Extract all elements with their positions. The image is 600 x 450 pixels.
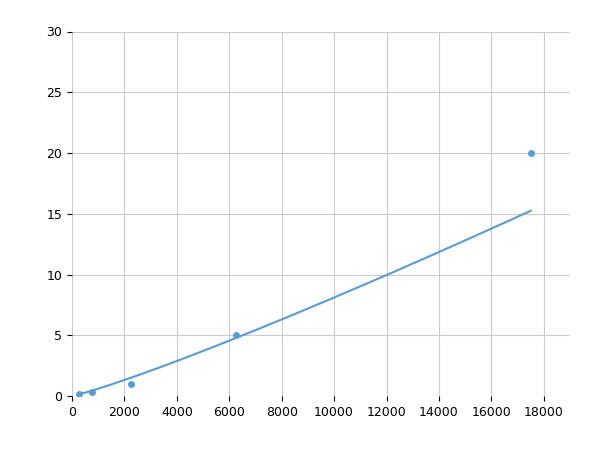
Point: [231, 332, 241, 339]
Point: [526, 149, 535, 157]
Point: [74, 390, 83, 397]
Point: [87, 389, 97, 396]
Point: [126, 380, 136, 387]
